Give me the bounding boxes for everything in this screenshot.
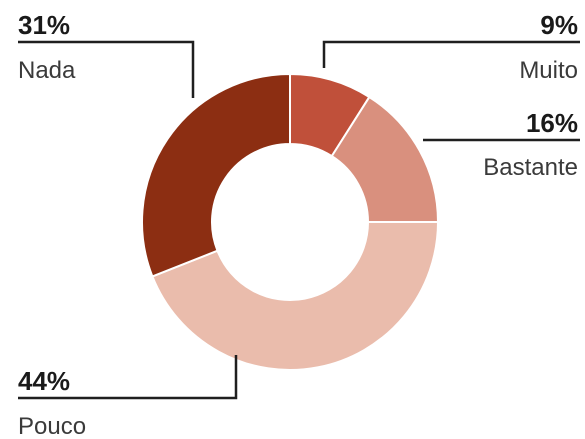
label-bastante-percent: 16% [526, 108, 578, 138]
leader-line-muito [322, 40, 580, 68]
label-nada-percent: 31% [18, 10, 70, 40]
leader-line-nada [18, 40, 195, 98]
label-muito-category: Muito [519, 57, 578, 84]
label-nada-category: Nada [18, 57, 76, 84]
slice-nada [141, 72, 291, 278]
label-bastante-category: Bastante [483, 154, 578, 181]
slice-pouco [151, 221, 440, 371]
leader-line-pouco [18, 355, 238, 400]
label-pouco-percent: 44% [18, 366, 70, 396]
label-pouco-category: Pouco [18, 413, 86, 439]
label-muito-percent: 9% [540, 10, 578, 40]
donut-slices [141, 72, 440, 371]
